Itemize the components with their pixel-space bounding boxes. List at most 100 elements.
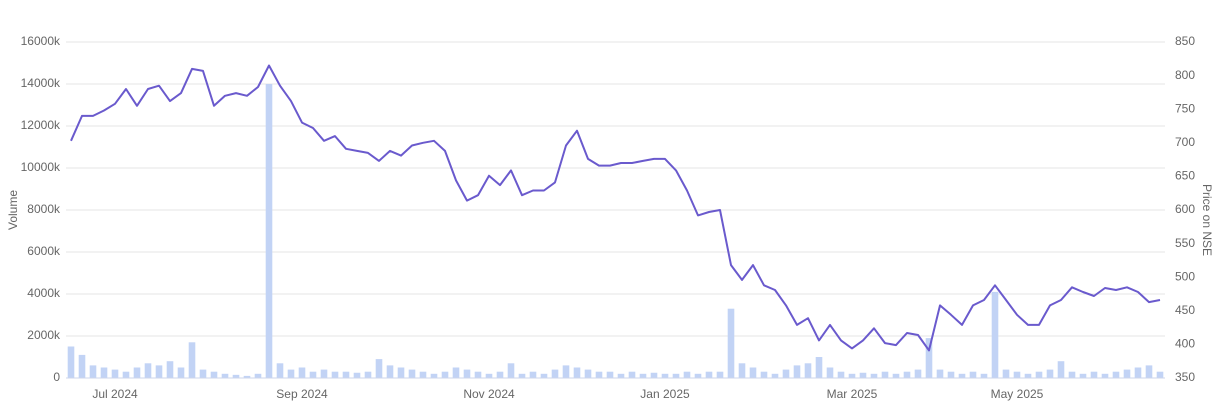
y-tick-label: 6000k [27,244,61,258]
volume-bar [705,371,713,378]
volume-bar [507,363,515,378]
volume-bar [716,371,724,378]
volume-bar [870,373,878,378]
y2-tick-label: 700 [1175,135,1195,149]
volume-bar [386,365,394,378]
volume-bar [1035,371,1043,378]
y2-axis-title: Price on NSE [1200,184,1214,256]
volume-bar [837,371,845,378]
volume-bar [793,365,801,378]
volume-bar [1134,367,1142,378]
volume-bar [804,363,812,378]
volume-bar [815,357,823,378]
x-tick-label: Sep 2024 [276,387,328,401]
volume-bar [122,371,130,378]
y2-tick-label: 400 [1175,337,1195,351]
y-tick-label: 0 [53,370,60,384]
volume-bar [320,369,328,378]
y2-tick-label: 750 [1175,101,1195,115]
y-tick-label: 2000k [27,328,61,342]
y2-tick-label: 550 [1175,236,1195,250]
volume-bar [276,363,284,378]
volume-bar [155,365,163,378]
volume-bar [144,363,152,378]
volume-bar [1068,371,1076,378]
volume-bar [133,367,141,378]
y2-tick-label: 500 [1175,269,1195,283]
volume-bar [518,373,526,378]
volume-bar [617,373,625,378]
volume-bar [661,373,669,378]
volume-bar [408,369,416,378]
volume-bar [771,373,779,378]
y-tick-label: 14000k [21,76,61,90]
volume-bar [441,371,449,378]
volume-bar [419,371,427,378]
volume-bar [936,369,944,378]
volume-bar [749,367,757,378]
volume-bar [1156,371,1164,378]
y2-tick-label: 800 [1175,68,1195,82]
volume-bar [430,373,438,378]
volume-bar [540,373,548,378]
x-tick-label: Jan 2025 [640,387,690,401]
volume-bar [254,373,262,378]
price-line [70,64,1161,352]
volume-bar [650,372,658,378]
volume-bar [100,367,108,378]
y-tick-label: 4000k [27,286,61,300]
volume-bar [573,367,581,378]
volume-bar [210,371,218,378]
volume-bar [111,369,119,378]
volume-bar [331,371,339,378]
volume-bar [958,373,966,378]
y2-tick-label: 650 [1175,169,1195,183]
volume-bar [672,373,680,378]
volume-bar [683,371,691,378]
volume-bar [628,371,636,378]
x-tick-label: Mar 2025 [827,387,878,401]
volume-bar [199,369,207,378]
volume-bar [1046,369,1054,378]
volume-bar [287,369,295,378]
volume-bar [892,373,900,378]
volume-bar [463,369,471,378]
volume-bar [364,371,372,378]
volume-bar [166,361,174,378]
y2-tick-label: 600 [1175,202,1195,216]
volume-bar [265,84,273,378]
volume-bar [782,369,790,378]
volume-bar [991,291,999,378]
volume-bar [903,371,911,378]
x-tick-label: May 2025 [991,387,1044,401]
volume-bar [1013,371,1021,378]
volume-bar [694,373,702,378]
y-axis-title: Volume [6,190,20,230]
volume-bar [89,365,97,378]
volume-bar [738,363,746,378]
volume-bar [221,373,229,378]
volume-bar [496,371,504,378]
volume-bar [848,373,856,378]
volume-bar [485,373,493,378]
volume-bar [914,369,922,378]
volume-bar [925,338,933,378]
volume-bar [826,367,834,378]
volume-bar [342,371,350,378]
volume-bar [452,367,460,378]
volume-bar [309,371,317,378]
volume-bar [1145,365,1153,378]
volume-bar [881,371,889,378]
y2-tick-label: 450 [1175,303,1195,317]
volume-bar [375,359,383,378]
x-tick-label: Jul 2024 [92,387,138,401]
volume-bar [584,369,592,378]
volume-bar [1090,371,1098,378]
x-tick-label: Nov 2024 [463,387,515,401]
volume-bar [529,371,537,378]
volume-bar [474,371,482,378]
volume-bar [67,346,75,378]
volume-bar [551,369,559,378]
